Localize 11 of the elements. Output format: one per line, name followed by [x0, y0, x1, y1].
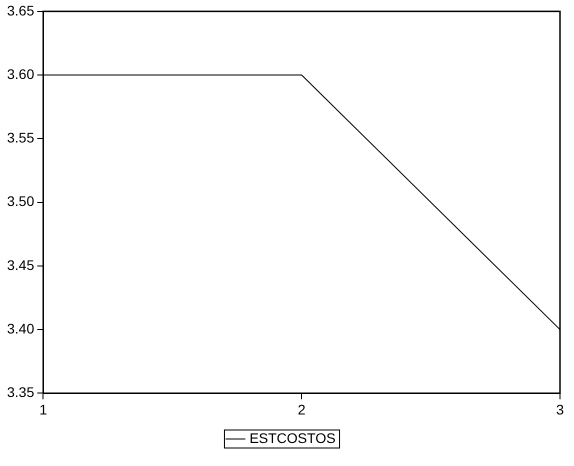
y-tick-label: 3.50 [7, 193, 34, 210]
y-tick-label: 3.55 [7, 130, 34, 146]
y-tick-label: 3.60 [7, 66, 34, 82]
y-tick-label: 3.35 [7, 384, 34, 400]
y-tick-label: 3.65 [7, 2, 34, 18]
x-tick-label: 2 [298, 401, 306, 418]
y-tick-label: 3.40 [7, 320, 34, 336]
x-tick-label: 1 [39, 401, 48, 418]
x-tick-label: 3 [556, 401, 564, 418]
legend-label: ESTCOSTOS [249, 430, 336, 446]
y-tick-label: 3.45 [7, 256, 34, 273]
